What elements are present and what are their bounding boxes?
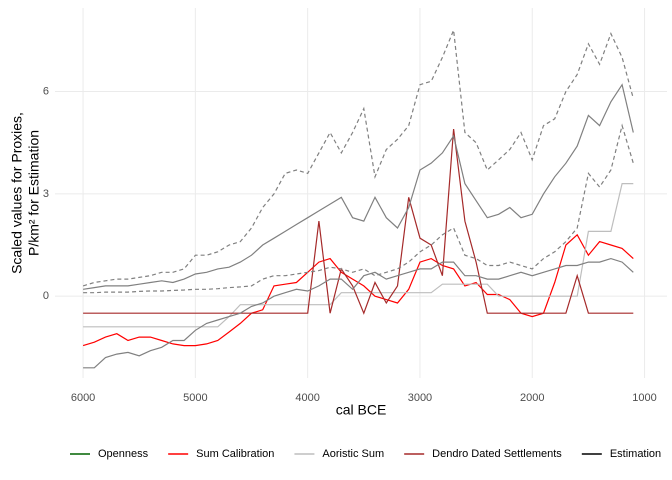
x-tick-label: 5000 <box>183 392 207 404</box>
series-line <box>83 183 634 328</box>
x-tick-label: 4000 <box>295 392 319 404</box>
legend-label: Dendro Dated Settlements <box>432 448 562 460</box>
y-tick-label: 3 <box>43 188 49 200</box>
x-tick-label: 3000 <box>408 392 432 404</box>
x-tick-label: 6000 <box>71 392 95 404</box>
legend-label: Aoristic Sum <box>322 448 384 460</box>
y-axis-title: P/km² for Estimation <box>26 130 42 256</box>
legend-label: Estimation <box>610 448 661 460</box>
series-line <box>83 257 634 369</box>
series-line <box>82 233 634 347</box>
legend-label: Sum Calibration <box>196 448 274 460</box>
series-line <box>83 129 634 315</box>
y-tick-label: 0 <box>43 290 49 302</box>
x-axis-title: cal BCE <box>336 402 387 418</box>
y-tick-label: 6 <box>43 85 49 97</box>
series-line <box>83 83 634 290</box>
series-line <box>82 29 634 287</box>
x-tick-label: 2000 <box>520 392 544 404</box>
x-tick-label: 1000 <box>632 392 656 404</box>
legend-label: Openness <box>98 448 149 460</box>
series-line <box>83 123 634 294</box>
y-axis-title: Scaled values for Proxies, <box>9 112 25 274</box>
